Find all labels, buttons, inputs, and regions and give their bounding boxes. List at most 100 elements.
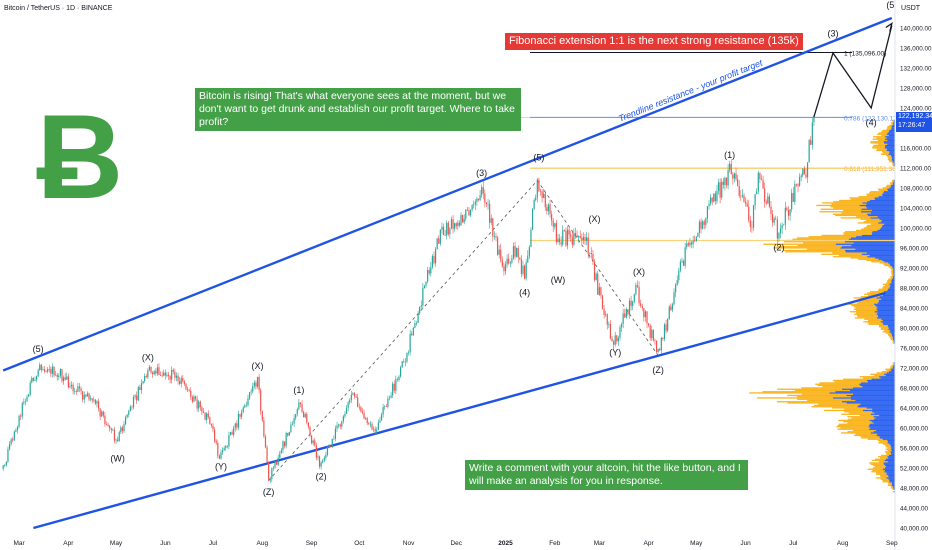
volume-profile-bar [861,382,895,384]
price-tick-label: 132,000.00 [900,66,932,73]
time-tick-label: Nov [403,540,415,547]
volume-profile-bar [873,422,895,424]
volume-profile-bar [891,154,895,157]
volume-profile-bar [817,384,861,387]
candle-body [225,446,227,449]
candle-body [490,218,492,223]
candle-body [191,396,193,402]
volume-profile-bar [879,296,895,298]
volume-profile-bar [885,444,891,447]
candle-body [452,219,454,229]
volume-profile-bar [871,233,895,235]
volume-profile-bar [872,146,885,148]
volume-profile-bar [856,309,878,312]
volume-profile-bar [893,486,895,488]
volume-profile-bar [870,463,884,465]
candle-body [557,238,559,243]
volume-profile-bar [886,137,895,139]
volume-profile-bar [822,202,863,204]
candle-body [528,247,530,256]
volume-profile-bar [885,186,891,188]
volume-profile-bar [811,406,858,408]
candle-body [411,333,413,336]
volume-profile-bar [889,331,895,333]
candle-body [748,206,750,221]
candle-body [250,391,252,393]
candle-body [462,214,464,223]
volume-profile-bar [876,308,895,310]
volume-profile-bar [757,397,833,399]
volume-profile-bar [887,126,892,128]
candle-body [252,386,254,392]
volume-profile-bar [859,414,880,417]
candle-body [644,311,647,318]
volume-profile-bar [881,293,895,295]
candle-body [654,340,656,341]
channel-line-lower [33,291,886,530]
volume-profile-bar [880,478,889,480]
volume-profile-bar [889,479,895,482]
price-tick-label: 128,000.00 [900,86,932,93]
volume-profile-bar [838,419,870,422]
volume-profile-bar [882,294,895,297]
volume-profile-bar [863,227,881,229]
volume-profile-bar [893,342,895,344]
volume-profile-bar [878,258,895,260]
volume-profile-bar [864,298,882,300]
volume-profile-bar [854,434,877,437]
volume-profile-bar [882,331,890,333]
volume-profile-bar [852,429,876,432]
projection-arrowhead [885,22,893,32]
volume-profile-bar [880,476,889,478]
price-tick-label: 48,000.00 [900,486,929,493]
volume-profile-bar [874,412,895,414]
volume-profile-bar [891,369,895,372]
volume-profile-bar [859,204,895,207]
volume-profile-bar [882,259,895,262]
volume-profile-bar [866,193,883,195]
candle-body [527,255,529,263]
candle-body [113,429,116,441]
volume-profile-bar [893,122,895,124]
candle-body [253,382,255,386]
candle-body [326,446,329,455]
volume-profile-bar [883,443,890,445]
candle-body [291,423,294,425]
volume-profile-bar [867,256,895,258]
candle-body [142,381,144,384]
volume-profile-bar [842,388,895,390]
volume-profile-bar [876,149,887,152]
volume-profile-bar [893,274,895,277]
volume-profile-bar [889,124,893,127]
volume-profile-bar [884,329,891,332]
volume-profile-bar [885,446,891,448]
volume-profile-bar [841,432,871,434]
volume-profile-bar [869,424,895,427]
candle-body [134,395,136,397]
candle-body [398,376,400,381]
candle-body [271,468,273,480]
candle-body [406,352,408,362]
candle-body [314,440,316,446]
candle-body [524,265,526,279]
volume-profile-bar [889,187,895,189]
volume-profile-bar [891,269,894,272]
time-tick-label: Sep [886,540,898,547]
volume-profile-bar [850,396,895,398]
volume-profile-bar [880,227,895,229]
volume-profile-bar [882,224,895,227]
candle-body [241,412,243,417]
candle-body [285,432,287,447]
candle-body [115,439,117,441]
volume-profile-bar [870,142,885,144]
candle-body [244,405,246,408]
volume-profile-bar [843,378,872,380]
time-tick-label: May [110,540,123,547]
volume-profile-bar [858,301,879,303]
candle-body [74,391,76,392]
candle-body [248,392,251,399]
candle-body [536,179,538,198]
candle-body [751,226,753,228]
candle-body [655,340,658,353]
candle-body [719,182,721,198]
